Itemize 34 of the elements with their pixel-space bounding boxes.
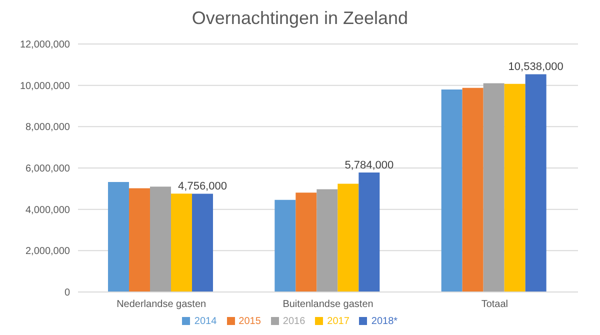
legend-label: 2017 xyxy=(327,316,350,327)
data-label: 10,538,000 xyxy=(508,61,564,74)
bar xyxy=(358,172,380,292)
x-tick-label: Buitenlandse gasten xyxy=(282,299,374,310)
y-tick-label: 10,000,000 xyxy=(20,80,70,92)
legend-label: 2016 xyxy=(282,316,306,327)
chart-title: Overnachtingen in Zeeland xyxy=(190,8,410,30)
bar xyxy=(171,194,192,292)
bar xyxy=(192,194,213,292)
data-label: 5,784,000 xyxy=(344,159,394,172)
bar xyxy=(150,186,171,292)
bar xyxy=(504,84,526,292)
bar xyxy=(525,74,546,292)
y-tick-label: 2,000,000 xyxy=(26,246,70,258)
bar xyxy=(441,89,462,292)
x-tick-label: Totaal xyxy=(481,299,508,310)
bar xyxy=(274,200,296,292)
y-tick-label: 12,000,000 xyxy=(20,40,70,51)
bar xyxy=(129,188,150,292)
bar xyxy=(296,192,317,292)
data-label: 4,756,000 xyxy=(178,180,227,193)
legend-label: 2018* xyxy=(371,316,398,327)
y-tick-label: 4,000,000 xyxy=(26,204,70,216)
bar xyxy=(462,88,484,292)
bar xyxy=(108,182,129,292)
x-tick-label: Nederlandse gasten xyxy=(116,299,206,310)
legend-label: 2014 xyxy=(194,316,217,327)
y-tick-label: 8,000,000 xyxy=(26,122,70,134)
y-tick-label: 6,000,000 xyxy=(26,164,70,175)
bar xyxy=(483,83,504,292)
bar xyxy=(316,189,338,292)
bar xyxy=(338,184,359,292)
legend-label: 2015 xyxy=(238,316,261,327)
y-tick-label: 0 xyxy=(64,288,70,299)
